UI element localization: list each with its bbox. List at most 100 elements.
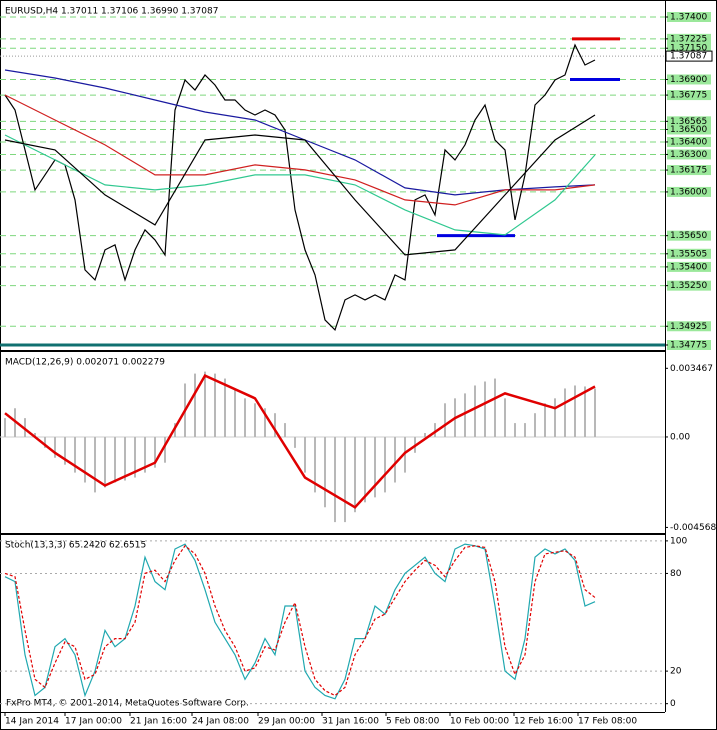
series-line: [4, 543, 596, 700]
histogram-bar: [124, 436, 126, 481]
histogram-bar: [494, 378, 496, 437]
histogram-bar: [514, 423, 516, 437]
histogram-bar: [374, 436, 376, 498]
histogram-bar: [434, 423, 436, 437]
histogram-bar: [464, 393, 466, 437]
panel-title: EURUSD,H4 1.37011 1.37106 1.36990 1.3708…: [5, 7, 218, 17]
histogram-bar: [64, 436, 66, 465]
y-tick-label: 0: [670, 699, 676, 709]
tick-label-bg: [667, 340, 711, 351]
histogram-bar: [564, 388, 566, 437]
y-tick-label: 1.36565: [670, 117, 707, 127]
y-tick-label: 1.34925: [670, 322, 707, 332]
tick-label-bg: [667, 74, 711, 85]
tick-label-bg: [667, 124, 711, 135]
price-label-bg: [665, 50, 713, 62]
tick-label-bg: [667, 43, 711, 54]
histogram-bar: [554, 398, 556, 437]
histogram-bar: [594, 388, 596, 437]
histogram-bar: [394, 436, 396, 483]
y-tick-label: 1.34775: [670, 341, 707, 351]
x-tick-label: 17 Jan 00:00: [65, 717, 122, 727]
y-tick-label: 0.00: [670, 432, 690, 442]
histogram-bar: [504, 398, 506, 437]
histogram-bar: [304, 436, 306, 473]
y-tick-label: 1.37400: [670, 12, 707, 22]
y-tick-label: 1.35505: [670, 249, 707, 259]
histogram-bar: [244, 398, 246, 437]
series-line: [4, 544, 596, 697]
tick-label-bg: [667, 186, 711, 197]
histogram-bar: [104, 436, 106, 488]
tick-label-bg: [667, 136, 711, 147]
histogram-bar: [94, 436, 96, 493]
tick-label-bg: [667, 321, 711, 332]
y-tick-label: 1.36300: [670, 150, 707, 160]
series-line: [4, 134, 596, 236]
series-line: [4, 373, 596, 509]
x-tick-label: 17 Feb 08:00: [578, 717, 637, 727]
histogram-bar: [404, 436, 406, 473]
tick-label-bg: [667, 165, 711, 176]
tick-label-bg: [667, 248, 711, 259]
x-tick-label: 12 Feb 16:00: [514, 717, 573, 727]
y-tick-label: 1.36400: [670, 137, 707, 147]
y-tick-label: 20: [670, 667, 682, 677]
y-tick-label: 100: [670, 536, 687, 546]
histogram-bar: [274, 413, 276, 437]
histogram-bar: [34, 433, 36, 437]
panel-title: Stoch(13,3,3) 65.2420 62.6515: [5, 541, 146, 551]
histogram-bar: [324, 436, 326, 508]
x-tick-label: 10 Feb 00:00: [450, 717, 509, 727]
y-tick-label: 1.35650: [670, 231, 707, 241]
histogram-bar: [444, 403, 446, 437]
series-line: [4, 114, 596, 256]
histogram-bar: [424, 433, 426, 437]
histogram-bar: [144, 436, 146, 473]
histogram-bar: [334, 436, 336, 523]
y-tick-label: 80: [670, 569, 682, 579]
x-tick-label: 24 Jan 08:00: [192, 717, 249, 727]
price-label: 1.37087: [670, 52, 707, 62]
histogram-bar: [384, 436, 386, 493]
histogram-bar: [84, 436, 86, 483]
panel-title: MACD(12,26,9) 0.002071 0.002279: [5, 358, 165, 368]
tick-label-bg: [667, 230, 711, 241]
histogram-bar: [234, 388, 236, 437]
y-tick-label: 1.36775: [670, 91, 707, 101]
series-line: [4, 43, 596, 332]
histogram-bar: [574, 385, 576, 437]
histogram-bar: [284, 423, 286, 437]
tick-label-bg: [667, 11, 711, 22]
x-tick-label: 21 Jan 16:00: [130, 717, 187, 727]
x-tick-label: 31 Jan 16:00: [322, 717, 379, 727]
histogram-bar: [524, 423, 526, 437]
y-tick-label: 1.37150: [670, 44, 707, 54]
histogram-bar: [544, 403, 546, 437]
histogram-bar: [54, 436, 56, 458]
series-line: [4, 94, 596, 206]
histogram-bar: [354, 436, 356, 513]
y-tick-label: 1.35250: [670, 281, 707, 291]
x-tick-label: 14 Jan 2014: [5, 717, 59, 727]
y-tick-label: -0.004568: [670, 523, 716, 533]
histogram-bar: [254, 403, 256, 437]
histogram-bar: [154, 436, 156, 468]
histogram-bar: [364, 436, 366, 503]
x-tick-label: 29 Jan 00:00: [258, 717, 315, 727]
tick-label-bg: [667, 261, 711, 272]
y-tick-label: 1.36900: [670, 75, 707, 85]
y-tick-label: 1.35400: [670, 262, 707, 272]
y-tick-label: 1.37225: [670, 34, 707, 44]
histogram-bar: [134, 436, 136, 478]
histogram-bar: [534, 413, 536, 437]
histogram-bar: [194, 373, 196, 437]
histogram-bar: [4, 418, 6, 437]
tick-label-bg: [667, 33, 711, 44]
tick-label-bg: [667, 149, 711, 160]
histogram-bar: [264, 408, 266, 437]
histogram-bar: [114, 436, 116, 483]
tick-label-bg: [667, 90, 711, 101]
